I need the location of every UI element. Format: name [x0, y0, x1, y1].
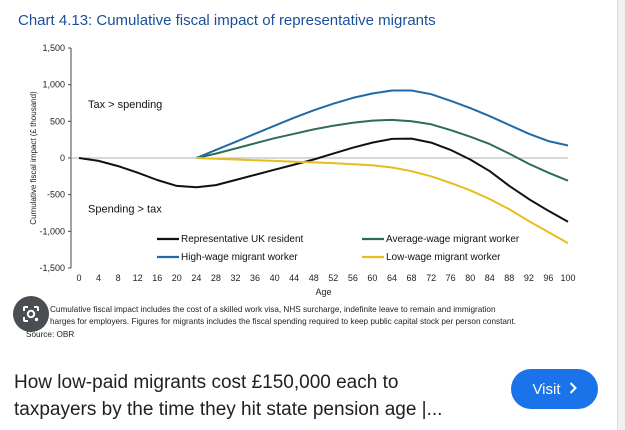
result-title-link[interactable]: How low-paid migrants cost £150,000 each… — [14, 372, 443, 420]
y-tick-label: -1,500 — [39, 263, 65, 273]
legend-label: Representative UK resident — [181, 234, 304, 245]
legend-label: Average-wage migrant worker — [386, 234, 520, 245]
x-tick-label: 100 — [560, 273, 575, 283]
y-tick-label: 500 — [50, 116, 65, 126]
x-tick-label: 12 — [133, 273, 143, 283]
series-line — [196, 118, 569, 182]
google-lens-icon[interactable] — [13, 296, 49, 332]
x-tick-label: 16 — [152, 273, 162, 283]
x-axis-label: Age — [315, 287, 331, 297]
y-tick-label: -500 — [47, 190, 65, 200]
x-tick-label: 80 — [465, 273, 475, 283]
x-tick-label: 64 — [387, 273, 397, 283]
x-tick-label: 48 — [309, 273, 319, 283]
x-tick-label: 68 — [407, 273, 417, 283]
chevron-right-icon — [569, 381, 577, 398]
x-tick-label: 40 — [270, 273, 280, 283]
x-tick-label: 76 — [446, 273, 456, 283]
legend-label: High-wage migrant worker — [181, 252, 298, 263]
x-tick-label: 28 — [211, 273, 221, 283]
x-tick-label: 84 — [485, 273, 495, 283]
footnote-line: Cumulative fiscal impact includes the co… — [50, 305, 496, 314]
y-tick-label: 1,500 — [42, 43, 65, 53]
x-tick-label: 24 — [191, 273, 201, 283]
x-tick-label: 88 — [504, 273, 514, 283]
x-tick-label: 60 — [367, 273, 377, 283]
x-tick-label: 72 — [426, 273, 436, 283]
annotation-spending-gt-tax: Spending > tax — [88, 203, 162, 215]
scrollbar[interactable] — [617, 0, 625, 430]
y-axis-label: Cumulative fiscal impact (£ thousand) — [29, 91, 38, 225]
x-tick-label: 0 — [76, 273, 81, 283]
y-tick-label: -1,000 — [39, 226, 65, 236]
annotation-tax-gt-spending: Tax > spending — [88, 99, 162, 111]
chart-panel: Chart 4.13: Cumulative fiscal impact of … — [13, 12, 576, 339]
x-tick-label: 4 — [96, 273, 101, 283]
visit-button[interactable]: Visit — [511, 369, 598, 409]
x-tick-label: 36 — [250, 273, 260, 283]
series-line — [78, 137, 569, 223]
x-tick-label: 44 — [289, 273, 299, 283]
series-line — [196, 89, 569, 159]
x-tick-label: 20 — [172, 273, 182, 283]
footnote-line: harges for employers. Figures for migran… — [50, 317, 517, 326]
chart-title: Chart 4.13: Cumulative fiscal impact of … — [18, 12, 436, 29]
visit-button-label: Visit — [532, 380, 561, 398]
y-tick-label: 1,000 — [42, 80, 65, 90]
x-tick-label: 52 — [328, 273, 338, 283]
x-tick-label: 56 — [348, 273, 358, 283]
y-tick-label: 0 — [60, 153, 65, 163]
series-line — [196, 157, 569, 244]
x-tick-label: 92 — [524, 273, 534, 283]
x-tick-label: 32 — [230, 273, 240, 283]
source-text: Source: OBR — [26, 330, 75, 339]
x-tick-label: 8 — [116, 273, 121, 283]
x-tick-label: 96 — [543, 273, 553, 283]
legend-label: Low-wage migrant worker — [386, 252, 501, 263]
